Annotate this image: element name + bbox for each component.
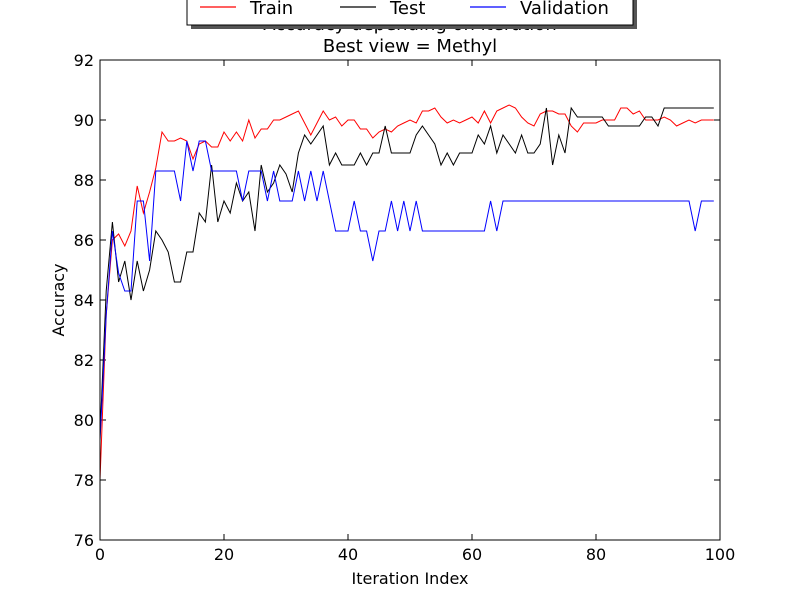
legend-label-train: Train xyxy=(249,0,293,19)
plot-border xyxy=(99,59,721,541)
x-tick-label: 60 xyxy=(462,545,482,564)
x-tick-label: 100 xyxy=(705,545,736,564)
x-tick-label: 40 xyxy=(338,545,358,564)
y-tick-label: 84 xyxy=(74,291,94,310)
series-lines xyxy=(99,104,714,481)
x-tick-label: 20 xyxy=(214,545,234,564)
plot-area xyxy=(100,60,720,540)
y-tick-label: 88 xyxy=(74,171,94,190)
x-tick-label: 80 xyxy=(586,545,606,564)
legend-label-validation: Validation xyxy=(520,0,609,19)
y-axis-label: Accuracy xyxy=(49,263,68,336)
series-line-train xyxy=(99,104,714,481)
legend-label-test: Test xyxy=(389,0,425,19)
legend-box xyxy=(186,0,634,26)
series-line-test xyxy=(99,106,714,436)
legend: Train Test Validation xyxy=(186,0,637,29)
y-tick-label: 80 xyxy=(74,411,94,430)
x-tick-label: 0 xyxy=(95,545,105,564)
chart-subtitle: Best view = Methyl xyxy=(323,36,497,57)
y-tick-label: 92 xyxy=(74,51,94,70)
y-tick-label: 82 xyxy=(74,351,94,370)
x-ticks: 0 20 40 60 80 100 xyxy=(95,60,735,564)
x-axis-label: Iteration Index xyxy=(352,569,469,588)
y-tick-label: 86 xyxy=(74,231,94,250)
y-tick-label: 78 xyxy=(74,471,94,490)
series-line-validation xyxy=(99,140,714,442)
y-tick-label: 76 xyxy=(74,531,94,550)
y-tick-label: 90 xyxy=(74,111,94,130)
